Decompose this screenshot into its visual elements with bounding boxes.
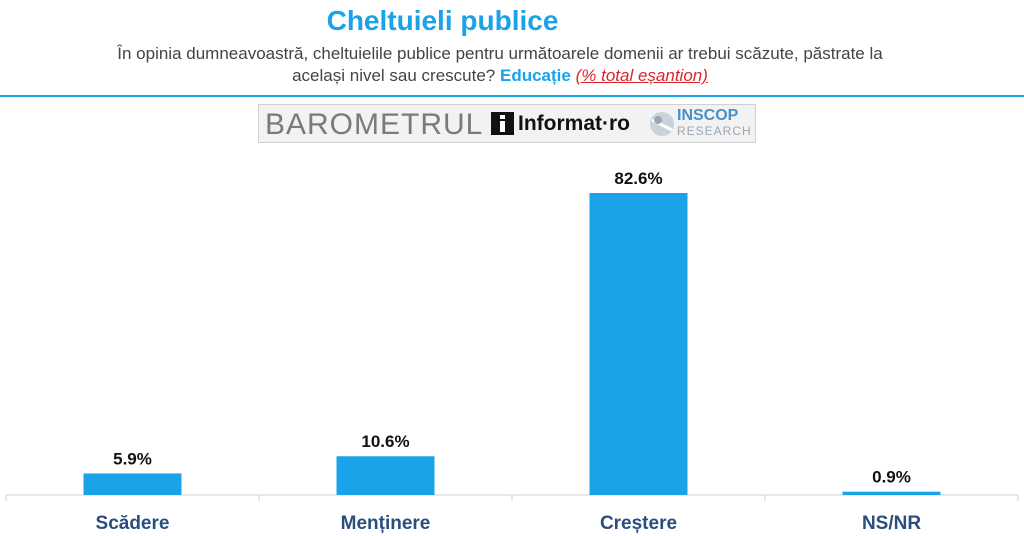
inscop-icon: [650, 112, 674, 136]
subtitle-question: același nivel sau crescute?: [292, 66, 496, 85]
inscop-logo-text: INSCOP: [677, 107, 739, 124]
category-label-3: NS/NR: [862, 513, 921, 534]
subtitle-sample-note: (% total eșantion): [575, 66, 708, 85]
subtitle-line-2: același nivel sau crescute? Educație (% …: [40, 65, 960, 87]
value-label-3: 0.9%: [872, 468, 911, 487]
sponsor-logo-strip: BAROMETRUL Informat·ro INSCOP RESEARCH: [258, 104, 756, 143]
chart-title: Cheltuieli publice: [326, 5, 559, 36]
value-label-2: 82.6%: [614, 169, 662, 188]
bar-0: [83, 473, 182, 495]
header-divider: [0, 95, 1024, 97]
subtitle-domain: Educație: [500, 66, 571, 85]
chart-subtitle: În opinia dumneavoastră, cheltuielile pu…: [40, 43, 960, 87]
informat-logo-text: Informat·ro: [518, 112, 630, 135]
bar-3: [842, 491, 941, 495]
informat-icon: [491, 112, 514, 135]
bar-1: [336, 456, 435, 495]
category-label-2: Creștere: [600, 513, 677, 534]
bar-2: [589, 193, 688, 495]
subtitle-line-1: În opinia dumneavoastră, cheltuielile pu…: [117, 44, 883, 63]
bar-chart: 5.9% 10.6% 82.6% 0.9% Scădere Menținere Creșt…: [5, 169, 1019, 534]
research-logo-text: RESEARCH: [677, 124, 752, 138]
value-label-1: 10.6%: [361, 432, 409, 451]
category-label-0: Scădere: [96, 513, 170, 534]
value-label-0: 5.9%: [113, 449, 152, 468]
barometer-logo-text: BAROMETRUL: [265, 108, 484, 141]
category-label-1: Menținere: [341, 513, 431, 534]
